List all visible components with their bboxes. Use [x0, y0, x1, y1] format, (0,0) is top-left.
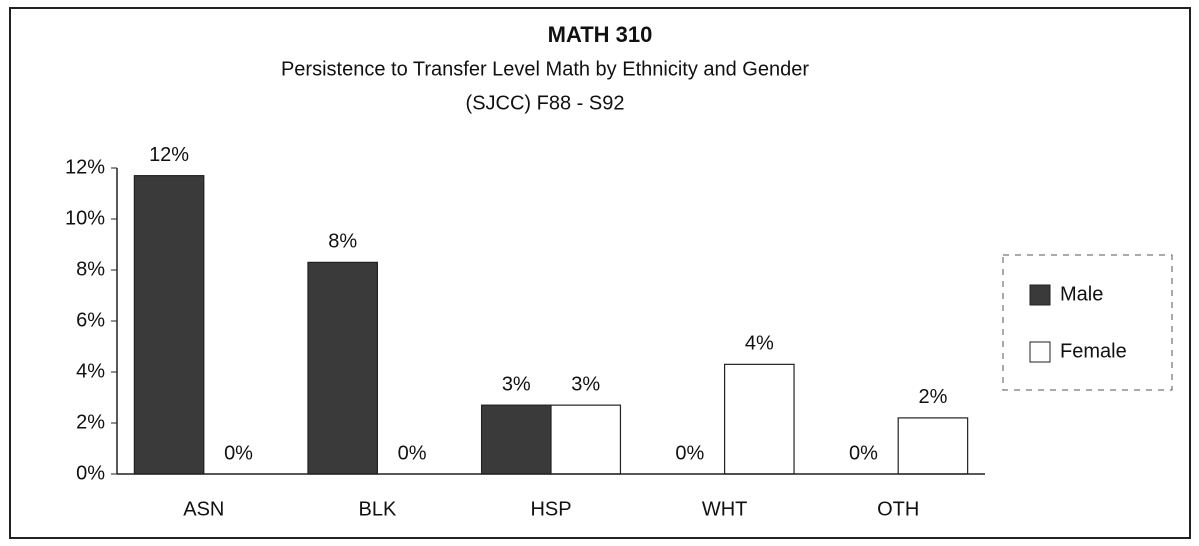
value-label: 12% — [149, 144, 189, 166]
value-label: 3% — [571, 373, 600, 395]
y-tick-label: 0% — [76, 462, 105, 484]
bar — [897, 417, 969, 475]
value-label: 8% — [328, 231, 357, 253]
x-tick-label: HSP — [530, 498, 571, 520]
bar — [307, 261, 378, 475]
value-label: 3% — [502, 373, 531, 395]
y-tick-label: 10% — [65, 207, 105, 229]
value-label: 0% — [224, 442, 253, 464]
legend-box — [1002, 254, 1173, 391]
bar — [723, 363, 795, 475]
legend-swatch — [1029, 284, 1051, 306]
y-tick-label: 4% — [76, 360, 105, 382]
chart-subtitle: Persistence to Transfer Level Math by Et… — [281, 58, 809, 80]
bar — [133, 175, 205, 475]
value-label: 0% — [849, 442, 878, 464]
bar — [550, 404, 622, 475]
value-label: 4% — [745, 333, 774, 355]
x-tick-label: ASN — [183, 498, 224, 520]
x-tick-label: OTH — [877, 498, 919, 520]
legend-label: Male — [1060, 283, 1103, 305]
value-label: 0% — [675, 442, 704, 464]
value-label: 0% — [398, 442, 427, 464]
y-tick-label: 8% — [76, 258, 105, 280]
x-tick-label: BLK — [358, 498, 396, 520]
y-tick-label: 12% — [65, 156, 105, 178]
bar — [480, 404, 552, 475]
legend-swatch — [1029, 341, 1051, 363]
y-tick-label: 2% — [76, 411, 105, 433]
value-label: 2% — [918, 386, 947, 408]
chart-title: MATH 310 — [548, 22, 653, 47]
legend-label: Female — [1060, 340, 1127, 362]
y-tick-label: 6% — [76, 309, 105, 331]
x-tick-label: WHT — [702, 498, 748, 520]
chart-subtitle: (SJCC) F88 - S92 — [466, 92, 625, 114]
